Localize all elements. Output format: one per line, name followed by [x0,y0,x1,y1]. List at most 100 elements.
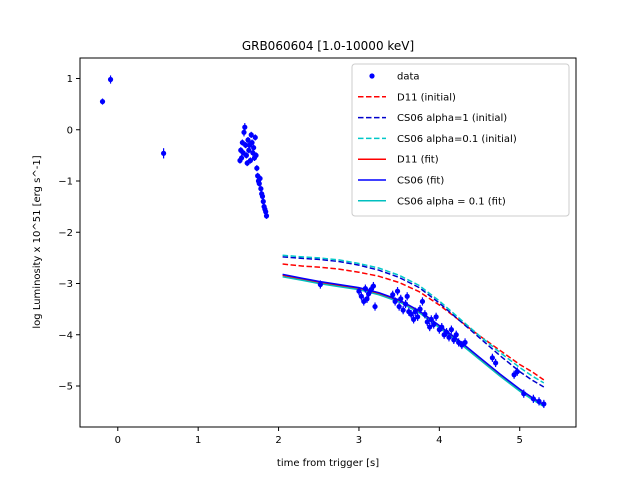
legend-entry: data [369,72,420,83]
data-point [370,281,377,291]
data-point [412,307,418,316]
data-marker [263,213,270,219]
data-marker [400,307,406,313]
data-point [317,280,323,289]
curve-0 [282,263,545,381]
legend-label: D11 (initial) [397,92,456,103]
legend-entry: D11 (initial) [358,92,456,103]
data-marker [242,124,248,130]
plot-frame [79,57,577,428]
legend-label: CS06 alpha=0.1 (initial) [397,134,517,145]
data-marker [419,298,426,305]
legend-entry: CS06 alpha = 0.1 (fit) [358,196,506,207]
data-marker [489,355,495,361]
x-axis-label: time from trigger [s] [277,458,379,469]
x-tick-label: 1 [195,435,201,446]
data-point [428,315,434,324]
x-tick-label: 0 [115,435,121,446]
x-tick-label: 3 [356,435,362,446]
data-point [362,284,368,293]
data-marker [431,321,437,328]
data-point [243,152,250,159]
legend-entry: CS06 alpha=0.1 (initial) [358,134,517,145]
legend-label: CS06 alpha=1 (initial) [397,113,507,124]
data-point [398,294,404,303]
data-point [392,297,398,306]
data-marker [245,137,251,143]
data-marker [372,303,378,310]
legend-label: data [397,72,420,83]
data-point [514,367,520,376]
data-point [358,292,364,301]
data-marker [260,198,266,205]
data-marker [536,398,542,404]
data-point [453,330,459,339]
data-point [431,320,437,329]
data-marker [394,288,401,294]
y-tick-label: −3 [58,279,73,290]
data-marker [247,157,254,164]
data-point [260,198,266,205]
data-point [254,165,260,172]
data-point [493,358,499,368]
data-marker [493,360,499,366]
data-marker [412,309,418,315]
data-marker [249,139,255,146]
data-marker [241,129,247,135]
data-point [372,302,378,311]
data-points [99,75,547,409]
data-marker [451,337,457,343]
data-point [402,299,409,309]
legend-marker [369,73,375,79]
data-point [252,134,258,141]
data-marker [254,165,260,171]
legend-entry: CS06 (fit) [358,176,444,187]
data-marker [99,98,106,105]
data-marker [433,314,439,320]
data-point [245,136,251,144]
data-marker [243,142,249,148]
data-point [242,123,248,132]
data-marker [453,332,459,338]
legend-entry: CS06 alpha=1 (initial) [358,113,507,124]
legend-label: CS06 alpha = 0.1 (fit) [397,196,506,207]
data-point [489,353,495,362]
y-tick-label: −2 [58,228,73,239]
data-marker [530,396,536,402]
x-axis: 0 1 2 3 4 5 [115,427,523,446]
data-marker [257,175,263,182]
data-point [258,185,264,192]
data-marker [411,316,417,322]
data-point [408,310,414,319]
data-point [530,394,536,403]
data-marker [396,303,402,310]
data-point [415,312,421,321]
data-marker [161,150,167,156]
data-marker [443,329,450,335]
data-point [263,212,270,219]
y-axis: −5 −4 −3 −2 −1 0 1 [58,74,80,393]
data-marker [514,369,520,375]
data-marker [252,134,258,141]
data-marker [243,152,250,158]
data-marker [246,147,252,153]
legend-box [351,63,570,217]
data-point [443,328,450,337]
data-point [99,98,106,105]
data-marker [392,298,398,305]
data-point [257,175,263,182]
y-tick-label: 0 [67,125,73,136]
data-marker [521,391,527,397]
data-point [247,157,254,164]
data-marker [428,316,434,322]
data-marker [439,324,445,330]
data-marker [370,283,377,289]
data-point [521,389,527,398]
legend: data D11 (initial) CS06 alpha=1 (initial) C… [351,63,570,217]
data-point [419,297,426,306]
data-marker [248,132,254,138]
model-curves [282,254,545,408]
data-point [365,289,372,298]
x-tick-label: 2 [275,435,281,446]
